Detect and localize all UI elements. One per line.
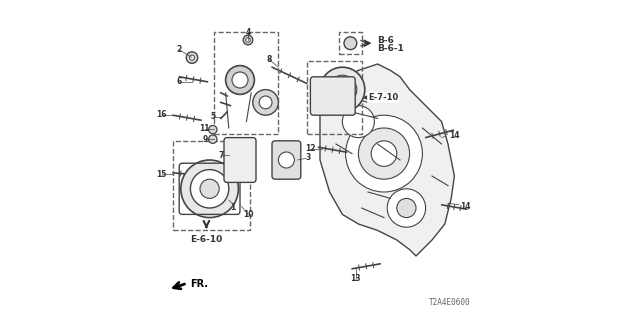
Circle shape	[209, 135, 217, 143]
Circle shape	[278, 152, 294, 168]
Circle shape	[209, 125, 217, 134]
Circle shape	[371, 141, 397, 166]
Circle shape	[186, 52, 198, 63]
Circle shape	[226, 66, 255, 94]
Text: 5: 5	[210, 112, 216, 121]
Circle shape	[358, 128, 410, 179]
Circle shape	[232, 72, 248, 88]
Text: 10: 10	[243, 210, 253, 219]
Polygon shape	[320, 64, 454, 256]
Text: E-6-10: E-6-10	[190, 235, 223, 244]
FancyBboxPatch shape	[224, 138, 256, 182]
Circle shape	[253, 90, 278, 115]
Text: 1: 1	[230, 203, 236, 212]
Text: 6: 6	[177, 77, 182, 86]
Text: 11: 11	[200, 124, 210, 133]
Text: 7: 7	[218, 151, 223, 160]
Text: FR.: FR.	[191, 279, 209, 289]
Circle shape	[246, 38, 250, 42]
Text: 14: 14	[450, 131, 460, 140]
Circle shape	[320, 67, 365, 112]
Circle shape	[397, 198, 416, 218]
Circle shape	[243, 35, 253, 45]
Text: T2A4E0600: T2A4E0600	[429, 298, 470, 307]
Circle shape	[259, 96, 272, 109]
Circle shape	[328, 75, 357, 104]
Circle shape	[200, 179, 219, 198]
Text: B-6-1: B-6-1	[378, 44, 404, 52]
Text: B-6: B-6	[378, 36, 394, 44]
Text: 4: 4	[245, 28, 251, 36]
Circle shape	[387, 189, 426, 227]
Text: 14: 14	[460, 202, 470, 211]
Circle shape	[342, 106, 374, 138]
Text: 3: 3	[305, 153, 310, 162]
Circle shape	[344, 37, 357, 50]
Circle shape	[181, 160, 238, 218]
Text: 8: 8	[266, 55, 271, 64]
Text: 13: 13	[351, 274, 361, 283]
Text: 15: 15	[156, 170, 167, 179]
FancyBboxPatch shape	[310, 77, 355, 115]
Circle shape	[189, 55, 195, 60]
Text: 16: 16	[156, 110, 167, 119]
Circle shape	[346, 115, 422, 192]
Text: 12: 12	[305, 144, 316, 153]
Text: 2: 2	[177, 45, 182, 54]
Circle shape	[191, 170, 229, 208]
Text: 9: 9	[202, 135, 207, 144]
Text: E-7-10: E-7-10	[368, 93, 398, 102]
FancyBboxPatch shape	[272, 141, 301, 179]
